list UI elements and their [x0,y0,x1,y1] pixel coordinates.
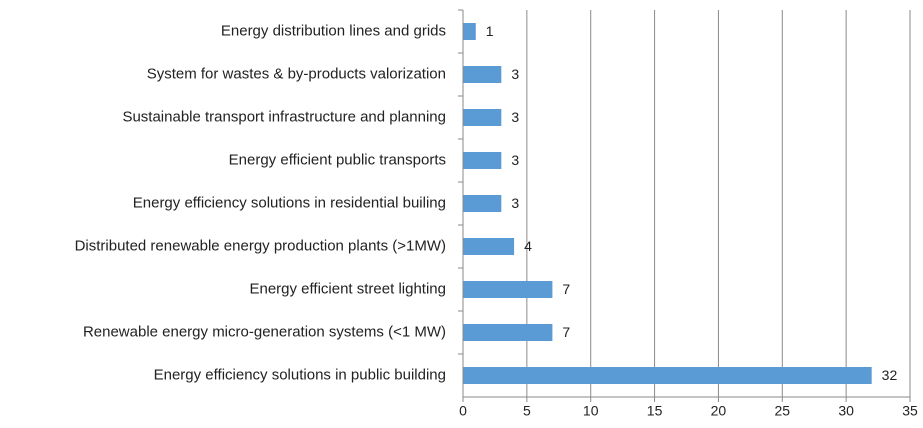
x-tick-label: 10 [583,403,599,419]
bar [463,195,502,212]
y-tick-label: Energy efficient street lighting [249,280,446,297]
data-label: 3 [511,66,519,82]
data-label: 3 [511,195,519,211]
y-tick-label: Energy efficiency solutions in residenti… [133,194,446,211]
bar [463,152,502,169]
y-tick-label: Distributed renewable energy production … [75,237,446,254]
y-tick-label: System for wastes & by-products valoriza… [147,65,446,82]
y-tick-label: Sustainable transport infrastructure and… [122,108,446,125]
bar [463,281,553,298]
bar [463,238,515,255]
x-tick-label: 25 [774,403,790,419]
x-tick-label: 5 [523,403,531,419]
bar [463,324,553,341]
bar [463,367,872,384]
data-label: 32 [882,367,898,383]
bar [463,109,502,126]
x-tick-label: 15 [647,403,663,419]
data-label: 1 [486,23,494,39]
data-label: 3 [511,152,519,168]
y-tick-label: Energy distribution lines and grids [221,22,446,39]
y-tick-label: Energy efficiency solutions in public bu… [154,366,446,383]
data-label: 4 [524,238,532,254]
x-tick-label: 30 [838,403,854,419]
y-tick-label: Renewable energy micro-generation system… [83,323,446,340]
x-tick-label: 20 [711,403,727,419]
x-tick-label: 35 [902,403,918,419]
data-label: 7 [562,281,570,297]
x-tick-label: 0 [459,403,467,419]
y-tick-label: Energy efficient public transports [229,151,446,168]
data-label: 7 [562,324,570,340]
data-label: 3 [511,109,519,125]
bar [463,23,476,40]
bar [463,66,502,83]
